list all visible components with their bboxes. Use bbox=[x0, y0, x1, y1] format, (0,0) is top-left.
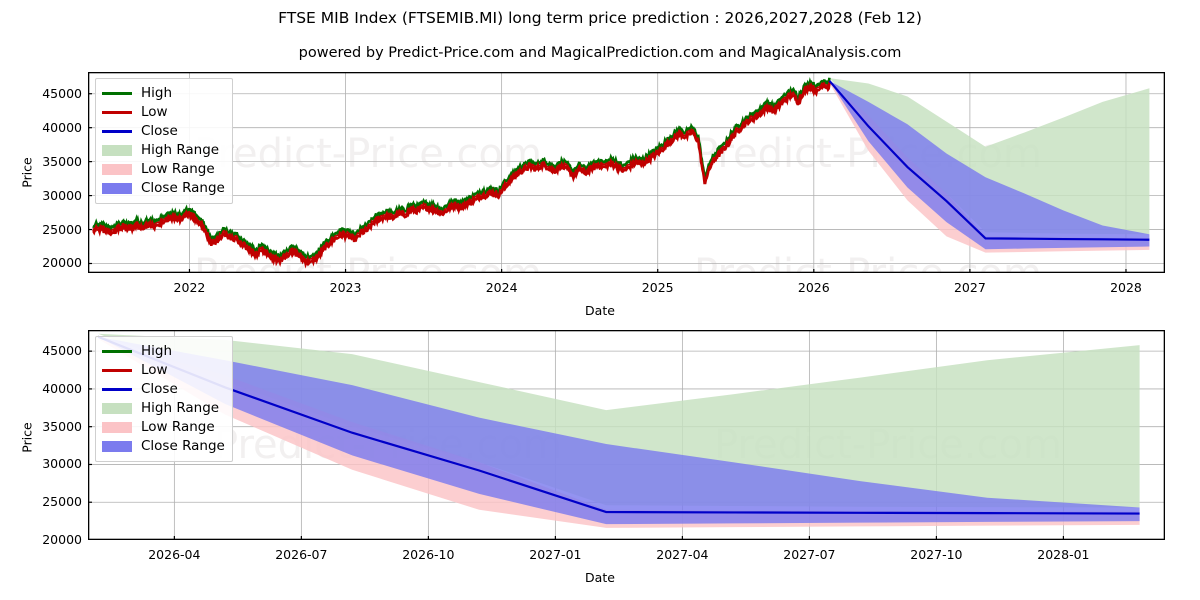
x-tick-label: 2028 bbox=[1110, 280, 1142, 295]
legend-item-close[interactable]: Close bbox=[102, 122, 225, 141]
y-tick-label: 20000 bbox=[42, 532, 82, 547]
x-tick-label: 2026-07 bbox=[275, 547, 328, 562]
y-tick-label: 20000 bbox=[42, 255, 82, 271]
high-range-band bbox=[98, 333, 1140, 508]
legend-item-label: High bbox=[141, 84, 173, 101]
x-tick-label: 2023 bbox=[329, 280, 362, 295]
y-tick-label: 25000 bbox=[42, 494, 82, 510]
legend-swatch-line-icon bbox=[102, 87, 132, 100]
watermark-text: Predict-Price.com bbox=[694, 251, 1042, 273]
detail-legend: High Low Close High Range Low Range Close Ran… bbox=[95, 336, 233, 462]
page-subtitle: powered by Predict-Price.com and Magical… bbox=[298, 45, 902, 61]
legend-swatch-patch-icon bbox=[102, 145, 132, 156]
legend-item-label: Low Range bbox=[141, 160, 215, 177]
legend-item-high[interactable]: High bbox=[102, 342, 225, 361]
close-range-band bbox=[98, 336, 1140, 525]
legend-swatch-line-icon bbox=[102, 345, 132, 358]
x-tick-label: 2025 bbox=[641, 280, 674, 295]
legend-item-label: Low Range bbox=[141, 418, 215, 435]
legend-item-label: Close Range bbox=[141, 179, 225, 196]
x-tick-label: 2028-01 bbox=[1037, 547, 1090, 562]
plot-frame bbox=[88, 330, 1165, 540]
history-close-line bbox=[92, 80, 831, 264]
legend-item-high[interactable]: High bbox=[102, 84, 225, 103]
legend-swatch-patch-icon bbox=[102, 403, 132, 414]
x-tick-label: 2027 bbox=[953, 280, 986, 295]
legend-swatch-line-icon bbox=[102, 364, 132, 377]
x-tick-label: 2026 bbox=[797, 280, 830, 295]
plot-frame bbox=[88, 72, 1165, 273]
legend-item-close[interactable]: Close bbox=[102, 380, 225, 399]
x-tick-label: 2027-07 bbox=[783, 547, 836, 562]
legend-swatch-line-icon bbox=[102, 106, 132, 119]
legend-item-label: Low bbox=[141, 361, 168, 378]
x-tick-label: 2024 bbox=[485, 280, 518, 295]
legend-swatch-line-icon bbox=[102, 125, 132, 138]
legend-item-low[interactable]: Low bbox=[102, 361, 225, 380]
legend-item-label: Close bbox=[141, 122, 178, 139]
x-tick-label: 2026-04 bbox=[148, 547, 201, 562]
overview-chart-panel: Predict-Price.com Predict-Price.com Predic… bbox=[88, 72, 1165, 273]
legend-item-close-range[interactable]: Close Range bbox=[102, 437, 225, 456]
legend-item-low-range[interactable]: Low Range bbox=[102, 160, 225, 179]
overview-plot: Predict-Price.com Predict-Price.com Predic… bbox=[88, 72, 1165, 273]
legend-swatch-patch-icon bbox=[102, 441, 132, 452]
legend-swatch-patch-icon bbox=[102, 164, 132, 175]
legend-swatch-patch-icon bbox=[102, 183, 132, 194]
history-low-line bbox=[92, 82, 831, 269]
high-range-band bbox=[829, 78, 1150, 235]
watermark-text: Predict-Price.com bbox=[194, 131, 542, 177]
y-tick-label: 35000 bbox=[42, 418, 82, 434]
y-tick-label: 45000 bbox=[42, 85, 82, 101]
legend-swatch-patch-icon bbox=[102, 422, 132, 433]
legend-item-label: High Range bbox=[141, 399, 220, 416]
y-tick-label: 35000 bbox=[42, 153, 82, 169]
legend-item-label: Low bbox=[141, 103, 168, 120]
x-tick-label: 2026-10 bbox=[402, 547, 455, 562]
y-tick-label: 40000 bbox=[42, 119, 82, 135]
forecast-close-line bbox=[828, 80, 1150, 241]
close-range-band bbox=[829, 80, 1150, 250]
x-tick-label: 2027-10 bbox=[910, 547, 963, 562]
legend-item-high-range[interactable]: High Range bbox=[102, 399, 225, 418]
legend-item-high-range[interactable]: High Range bbox=[102, 141, 225, 160]
detail-x-axis-label: Date bbox=[585, 570, 615, 585]
y-tick-label: 40000 bbox=[42, 380, 82, 396]
x-tick-label: 2027-04 bbox=[656, 547, 709, 562]
x-tick-label: 2022 bbox=[173, 280, 206, 295]
legend-swatch-line-icon bbox=[102, 383, 132, 396]
page-title: FTSE MIB Index (FTSEMIB.MI) long term pr… bbox=[278, 9, 922, 27]
legend-item-label: Close bbox=[141, 380, 178, 397]
watermark-text: Predict-Price.com bbox=[194, 251, 542, 273]
y-tick-label: 45000 bbox=[42, 343, 82, 359]
legend-item-label: Close Range bbox=[141, 437, 225, 454]
y-tick-label: 30000 bbox=[42, 187, 82, 203]
y-tick-label: 25000 bbox=[42, 221, 82, 237]
legend-item-label: High bbox=[141, 342, 173, 359]
legend-item-close-range[interactable]: Close Range bbox=[102, 179, 225, 198]
overview-x-axis-label: Date bbox=[585, 303, 615, 318]
overview-legend: High Low Close High Range Low Range Close Ran… bbox=[95, 78, 233, 204]
forecast-close-line bbox=[97, 335, 1140, 515]
legend-item-low-range[interactable]: Low Range bbox=[102, 418, 225, 437]
legend-item-low[interactable]: Low bbox=[102, 103, 225, 122]
y-tick-label: 30000 bbox=[42, 456, 82, 472]
legend-item-label: High Range bbox=[141, 141, 220, 158]
x-tick-label: 2027-01 bbox=[529, 547, 582, 562]
